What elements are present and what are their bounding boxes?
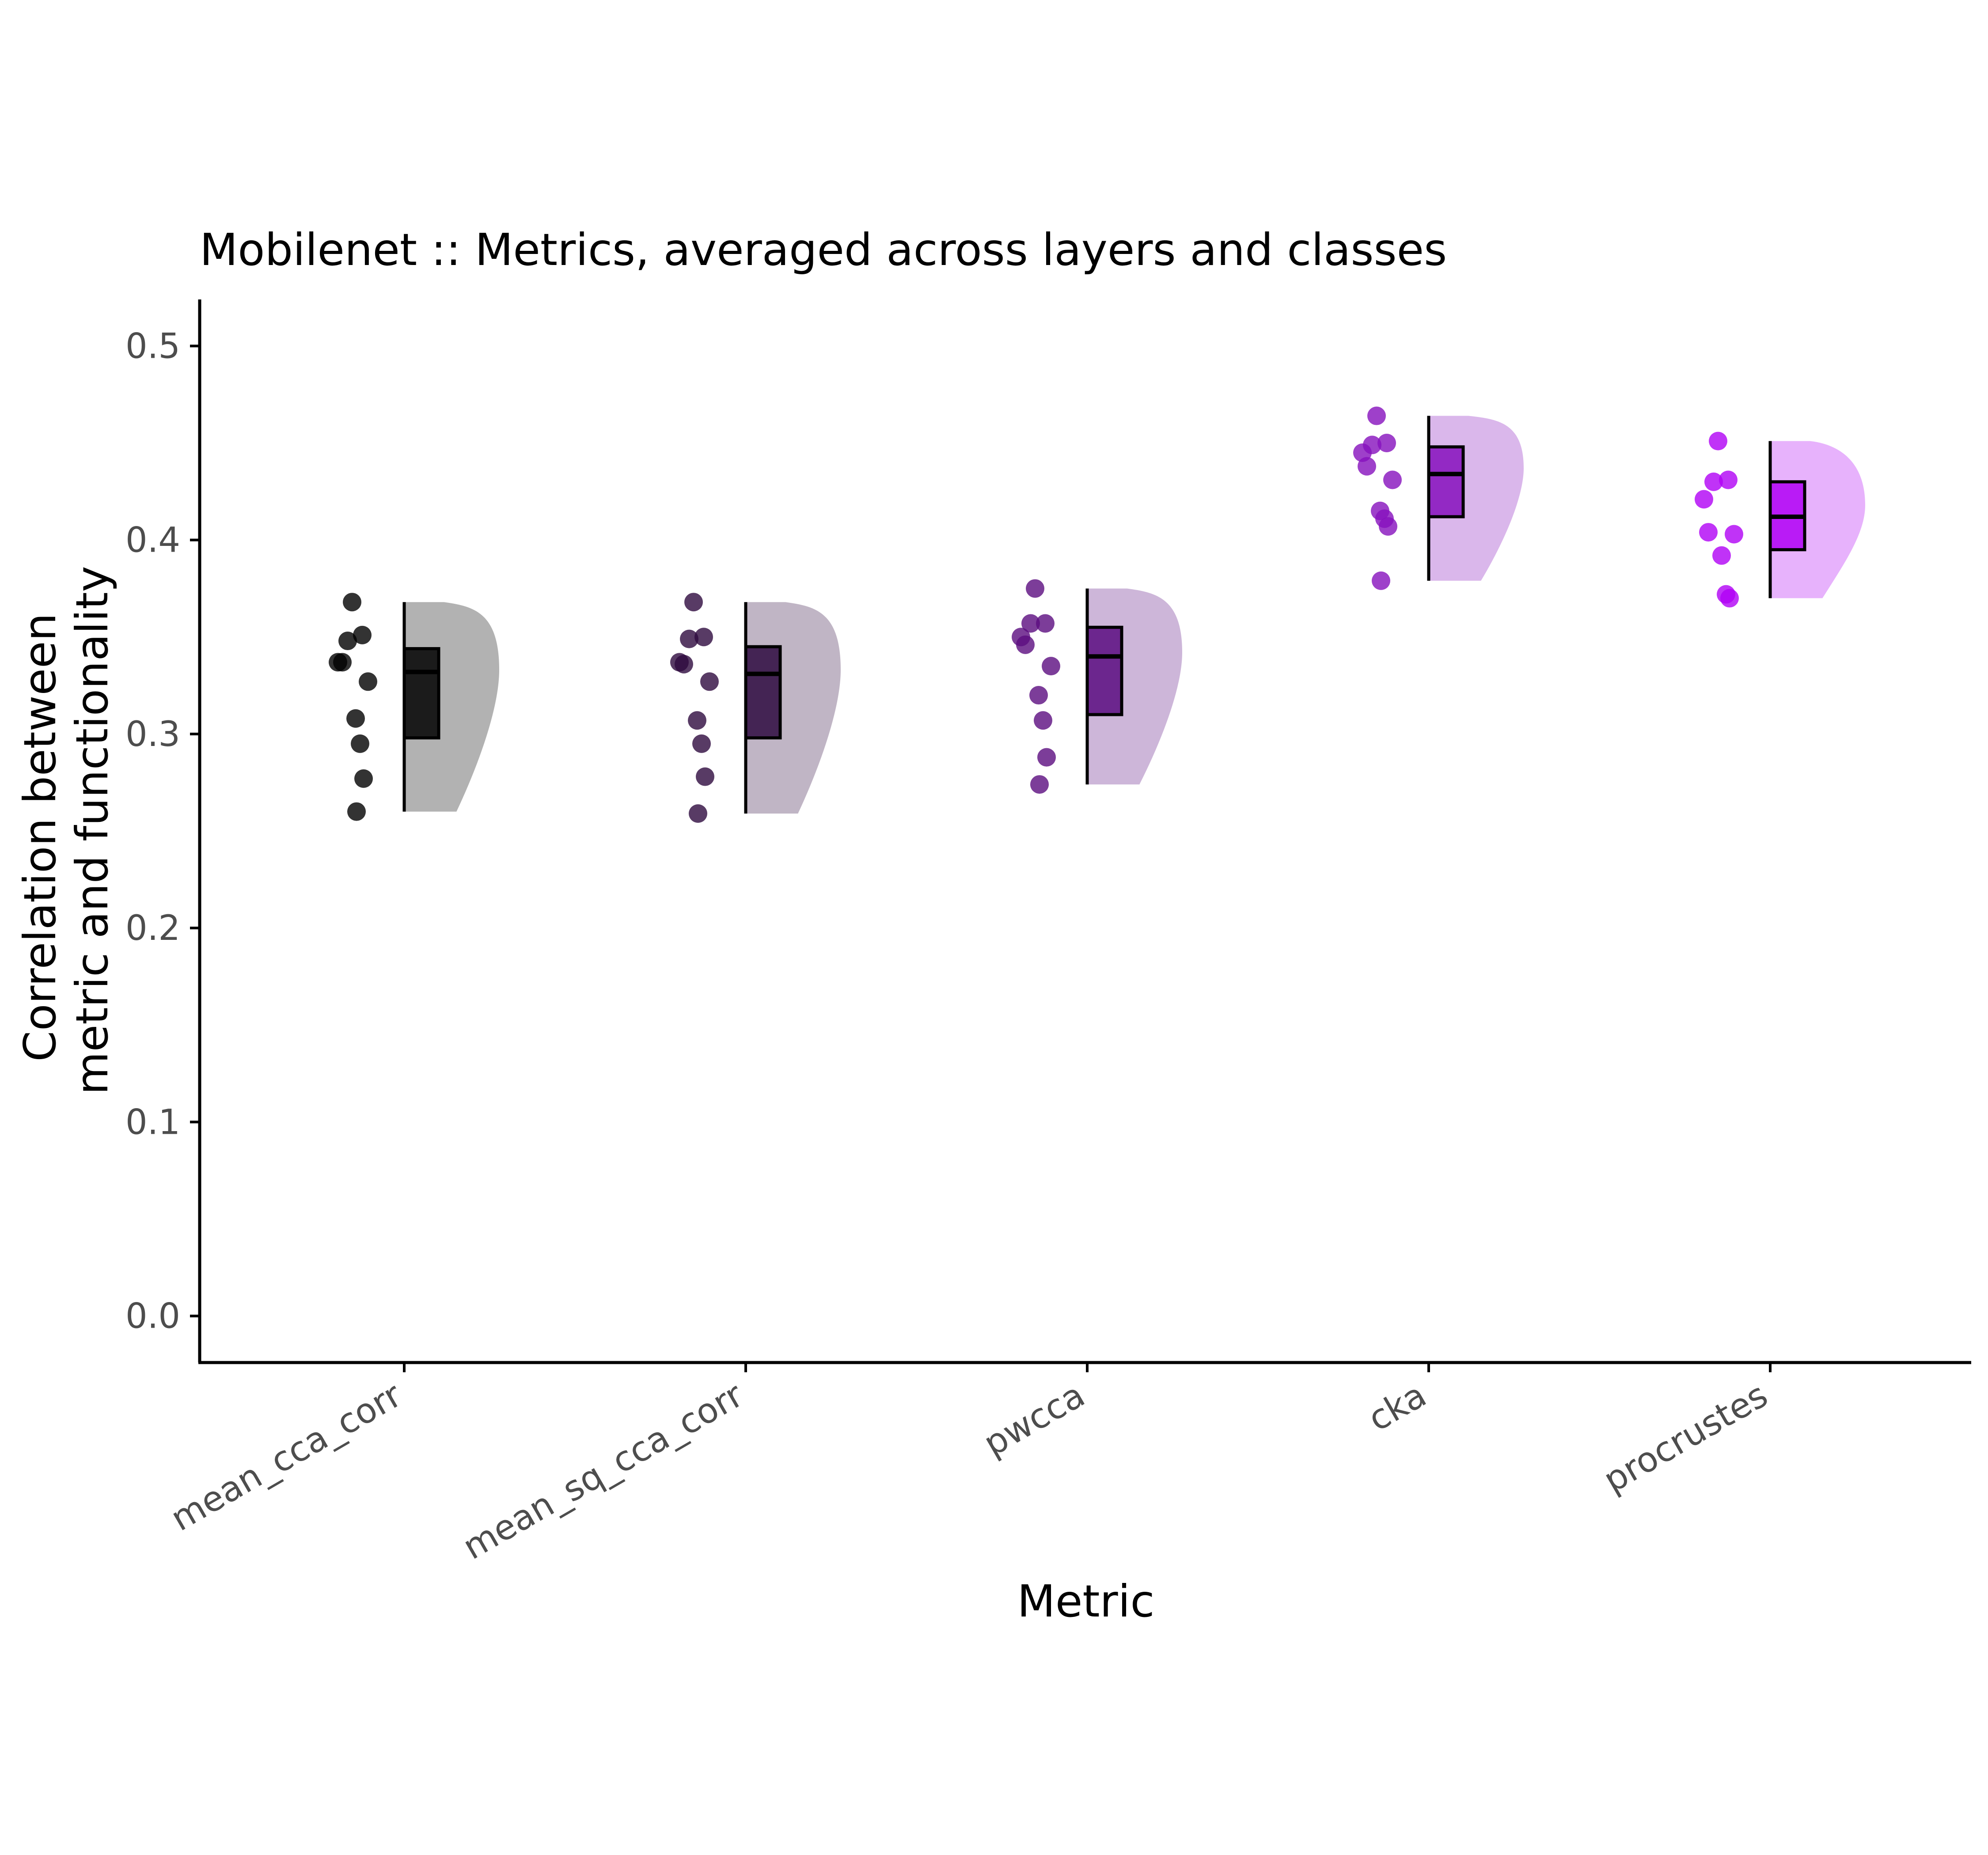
data-point	[359, 672, 377, 691]
y-axis-title-line-1: Correlation between	[14, 613, 66, 1062]
data-point	[1383, 470, 1402, 489]
data-point	[353, 625, 372, 644]
y-tick-label: 0.4	[125, 521, 180, 560]
data-point	[333, 653, 352, 672]
data-point	[1016, 635, 1035, 654]
data-point	[688, 711, 706, 730]
violin-layer	[404, 416, 1865, 814]
data-point	[675, 655, 693, 674]
y-axis-ticks: 0.0 0.1 0.2 0.3 0.4 0.5	[125, 326, 200, 1336]
data-point	[347, 802, 366, 821]
data-point	[1712, 546, 1731, 565]
data-point	[1358, 457, 1376, 476]
data-point	[692, 734, 711, 753]
data-point	[338, 632, 357, 651]
data-point	[1704, 472, 1723, 491]
y-axis-title: Correlation between metric and functiona…	[14, 566, 118, 1094]
y-tick-label: 0.1	[125, 1102, 180, 1142]
x-tick-label: procrustes	[1597, 1375, 1775, 1501]
box-rect	[402, 647, 440, 740]
data-point	[343, 593, 361, 612]
data-point	[1037, 748, 1056, 767]
data-point	[1719, 470, 1738, 489]
data-point	[351, 734, 369, 753]
data-point	[1695, 490, 1713, 509]
y-tick-label: 0.5	[125, 326, 180, 366]
point-layer	[329, 406, 1743, 823]
data-point	[1021, 614, 1040, 633]
plot-area	[329, 406, 1865, 823]
data-point	[1034, 711, 1052, 730]
data-point	[694, 628, 713, 647]
box-rect	[1427, 445, 1465, 519]
y-tick-label: 0.2	[125, 909, 180, 948]
data-point	[1379, 517, 1397, 536]
data-point	[346, 709, 365, 728]
x-tick-label: cka	[1362, 1375, 1433, 1439]
x-tick-label: mean_cca_corr	[164, 1375, 409, 1539]
box-rect	[1085, 625, 1123, 716]
data-point	[1029, 686, 1048, 705]
x-tick-label: pwcca	[977, 1375, 1092, 1464]
data-point	[700, 672, 719, 691]
box-rect	[744, 645, 782, 740]
data-point	[1026, 579, 1044, 598]
x-tick-label: mean_sq_cca_corr	[456, 1375, 750, 1567]
x-axis-ticks: mean_cca_corr mean_sq_cca_corr pwcca cka pro…	[164, 1363, 1775, 1567]
data-point	[1036, 614, 1055, 633]
box-layer	[402, 416, 1806, 814]
data-point	[1699, 523, 1718, 542]
data-point	[1709, 432, 1727, 450]
x-axis-title: Metric	[1017, 1575, 1155, 1627]
y-axis-title-line-2: metric and functionality	[66, 566, 118, 1094]
data-point	[1042, 657, 1060, 676]
data-point	[1030, 775, 1049, 794]
data-point	[684, 593, 703, 612]
y-tick-label: 0.0	[125, 1297, 180, 1336]
data-point	[1367, 406, 1386, 425]
data-point	[354, 769, 373, 788]
data-point	[1372, 571, 1390, 590]
data-point	[680, 629, 698, 648]
data-point	[1725, 525, 1743, 544]
y-tick-label: 0.3	[125, 715, 180, 754]
chart-title: Mobilenet :: Metrics, averaged across la…	[200, 224, 1447, 276]
data-point	[689, 804, 707, 823]
data-point	[696, 767, 714, 786]
data-point	[1377, 434, 1396, 453]
data-point	[1720, 589, 1739, 608]
